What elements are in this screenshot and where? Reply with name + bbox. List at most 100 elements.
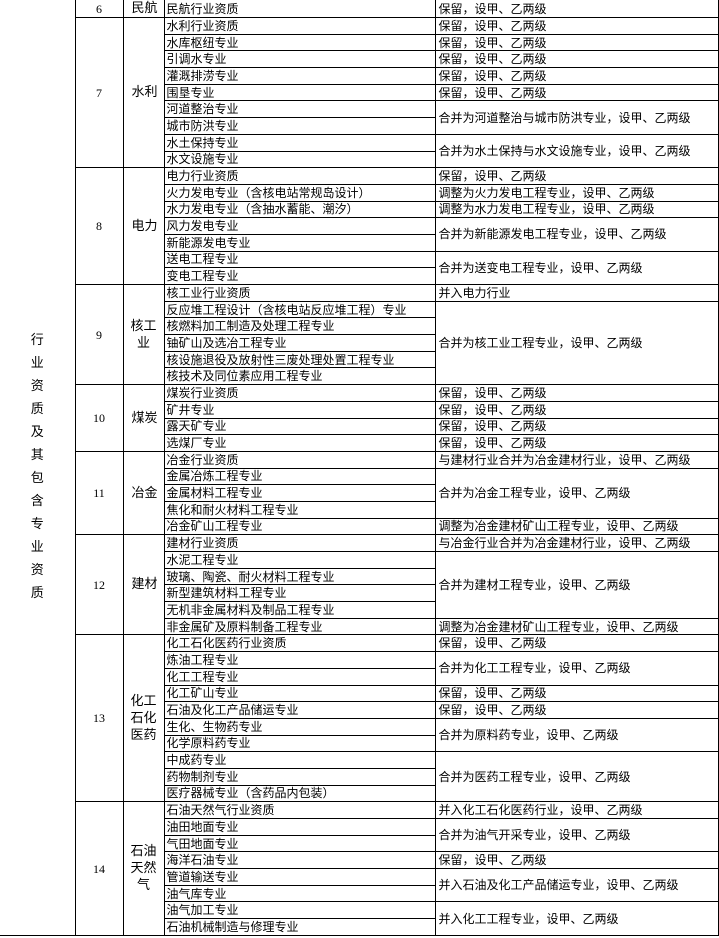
table-row: 油田地面专业 合并为油气开采专业，设甲、乙两级	[0, 817, 719, 853]
industry-label: 核工业	[130, 318, 157, 351]
specialty-cell: 金属材料工程专业	[163, 484, 436, 502]
table-row: 铀矿山及选冶工程专业	[0, 334, 718, 352]
adjustment-note: 合并为送变电工程专业，设甲、乙两级	[434, 250, 719, 286]
specialty-cell: 石油机械制造与修理专业	[163, 918, 436, 936]
table-row: 水土保持专业 合并为水土保持与水文设施专业，设甲、乙两级	[0, 133, 719, 169]
adjustment-note: 保留，设甲、乙两级	[434, 167, 719, 185]
specialty-cell: 无机非金属材料及制品工程专业	[163, 601, 436, 619]
specialty-cell: 化工石化医药行业资质	[163, 634, 436, 653]
specialty-cell: 油气加工专业	[163, 901, 436, 920]
industry-name: 冶金	[122, 450, 165, 536]
specialty-cell: 管道输送专业	[163, 868, 436, 886]
industry-name: 水利	[122, 16, 165, 169]
specialty-cell: 水力发电专业（含抽水蓄能、潮汐）	[163, 200, 436, 219]
specialty-cell: 水土保持专业	[163, 133, 436, 152]
specialty-cell: 电力行业资质	[163, 167, 436, 185]
industry-name: 建材	[122, 534, 165, 636]
industry-name: 电力	[122, 167, 165, 285]
adjustment-note: 并入化工工程专业，设甲、乙两级	[434, 901, 719, 936]
industry-name: 化工石化医药	[122, 634, 165, 803]
specialty-cell: 化工工程专业	[163, 667, 436, 686]
specialty-cell: 油田地面专业	[163, 818, 436, 836]
table-row: 冶金矿山工程专业 调整为冶金建材矿山工程专业，设甲、乙两级	[0, 517, 719, 536]
table-row: 核技术及同位素应用工程专业	[0, 367, 718, 386]
adjustment-note: 保留，设甲、乙两级	[434, 400, 719, 419]
specialty-cell: 药物制剂专业	[163, 767, 436, 786]
group-number: 13	[74, 634, 124, 803]
group-number: 11	[74, 450, 124, 536]
specialty-cell: 新能源发电专业	[163, 233, 436, 252]
adjustment-note: 合并为化工工程专业，设甲、乙两级	[434, 651, 719, 686]
table-row: 送电工程专业 合并为送变电工程专业，设甲、乙两级	[0, 250, 719, 286]
industry-label: 建材	[131, 577, 158, 593]
adjustment-note: 合并为新能源发电工程专业，设甲、乙两级	[434, 217, 719, 252]
table-row: 中成药专业 合并为医药工程专业，设甲、乙两级	[0, 751, 719, 803]
specialty-cell: 建材行业资质	[163, 534, 436, 552]
table-row: 海洋石油专业 保留，设甲、乙两级	[0, 851, 719, 870]
adjustment-note: 保留，设甲、乙两级	[434, 384, 719, 402]
adjustment-note: 合并为油气开采专业，设甲、乙两级	[434, 817, 719, 853]
table-row: 核燃料加工制造及处理工程专业	[0, 317, 718, 336]
specialty-cell: 风力发电专业	[163, 217, 436, 235]
table-row: 医疗器械专业（含药品内包装）	[0, 784, 718, 803]
table-row: 城市防洪专业	[0, 117, 718, 135]
specialty-cell: 化学原料药专业	[163, 734, 436, 753]
specialty-cell: 海洋石油专业	[163, 851, 436, 870]
industry-label: 电力	[131, 218, 158, 234]
specialty-cell: 石油及化工产品储运专业	[163, 701, 436, 719]
specialty-cell: 灌溉排涝专业	[163, 67, 436, 85]
specialty-cell: 水文设施专业	[163, 150, 436, 169]
specialty-cell: 化工矿山专业	[163, 684, 436, 703]
adjustment-note: 保留，设甲、乙两级	[434, 33, 719, 52]
specialty-cell: 铀矿山及选冶工程专业	[163, 334, 436, 352]
specialty-cell: 生化、生物药专业	[163, 717, 436, 736]
specialty-cell: 城市防洪专业	[163, 117, 436, 135]
specialty-cell: 变电工程专业	[163, 267, 436, 285]
table-row: 11 冶金 冶金行业资质 与建材行业合并为冶金建材行业，设甲、乙两级	[0, 450, 719, 536]
industry-label: 水利	[131, 85, 158, 101]
group-number: 7	[74, 16, 124, 169]
table-row: 火力发电专业（含核电站常规岛设计） 调整为火力发电工程专业，设甲、乙两级	[0, 183, 719, 202]
adjustment-note: 并入石油及化工产品储运专业，设甲、乙两级	[434, 868, 719, 903]
specialty-cell: 河道整治专业	[163, 100, 436, 119]
industry-label: 化工石化医药	[130, 693, 157, 743]
table-row: 矿井专业 保留，设甲、乙两级	[0, 400, 719, 419]
specialty-cell: 核设施退役及放射性三废处理处置工程专业	[163, 350, 436, 369]
specialty-cell: 核燃料加工制造及处理工程专业	[163, 317, 436, 336]
industry-label: 煤炭	[131, 410, 158, 426]
table-row: 14 石油天然气 石油天然气行业资质 并入化工石化医药行业，设甲、乙两级	[0, 801, 719, 936]
table-row: 新型建筑材料工程专业	[0, 584, 718, 603]
adjustment-note: 并入化工石化医药行业，设甲、乙两级	[434, 801, 719, 819]
adjustment-note: 保留，设甲、乙两级	[434, 83, 719, 102]
adjustment-note: 合并为原料药专业，设甲、乙两级	[434, 717, 719, 753]
adjustment-note: 调整为冶金建材矿山工程专业，设甲、乙两级	[434, 617, 719, 636]
adjustment-note: 调整为火力发电工程专业，设甲、乙两级	[434, 183, 719, 202]
specialty-cell: 反应堆工程设计（含核电站反应堆工程）专业	[163, 300, 436, 319]
table-row: 河道整治专业 合并为河道整治与城市防洪专业，设甲、乙两级	[0, 100, 719, 135]
specialty-cell: 送电工程专业	[163, 250, 436, 269]
specialty-cell: 水库枢纽专业	[163, 33, 436, 52]
group-number: 12	[74, 534, 124, 636]
specialty-cell: 焦化和耐火材料工程专业	[163, 500, 436, 519]
specialty-cell: 新型建筑材料工程专业	[163, 584, 436, 603]
table-row: 石油及化工产品储运专业 保留，设甲、乙两级	[0, 701, 719, 719]
adjustment-note: 保留，设甲、乙两级	[434, 67, 719, 85]
table-row: 化工矿山专业 保留，设甲、乙两级	[0, 684, 719, 703]
adjustment-note: 保留，设甲、乙两级	[434, 17, 719, 35]
industry-label: 冶金	[131, 485, 158, 501]
specialty-cell: 露天矿专业	[163, 417, 436, 436]
specialty-cell: 油气库专业	[163, 884, 436, 903]
specialty-cell: 水泥工程专业	[163, 551, 436, 569]
specialty-cell: 玻璃、陶瓷、耐火材料工程专业	[163, 567, 436, 586]
specialty-cell: 围垦专业	[163, 83, 436, 102]
adjustment-note: 调整为冶金建材矿山工程专业，设甲、乙两级	[434, 517, 719, 536]
table-row: 9 核工业 核工业行业资质 并入电力行业	[0, 283, 719, 386]
industry-label: 民航	[131, 1, 158, 16]
adjustment-note: 保留，设甲、乙两级	[434, 851, 719, 870]
adjustment-note: 合并为河道整治与城市防洪专业，设甲、乙两级	[434, 100, 719, 135]
industry-name: 核工业	[122, 283, 165, 386]
specialty-cell: 金属冶炼工程专业	[163, 467, 436, 486]
table-row: 12 建材 建材行业资质 与冶金行业合并为冶金建材行业，设甲、乙两级	[0, 534, 719, 636]
adjustment-note: 调整为水力发电工程专业，设甲、乙两级	[434, 200, 719, 219]
